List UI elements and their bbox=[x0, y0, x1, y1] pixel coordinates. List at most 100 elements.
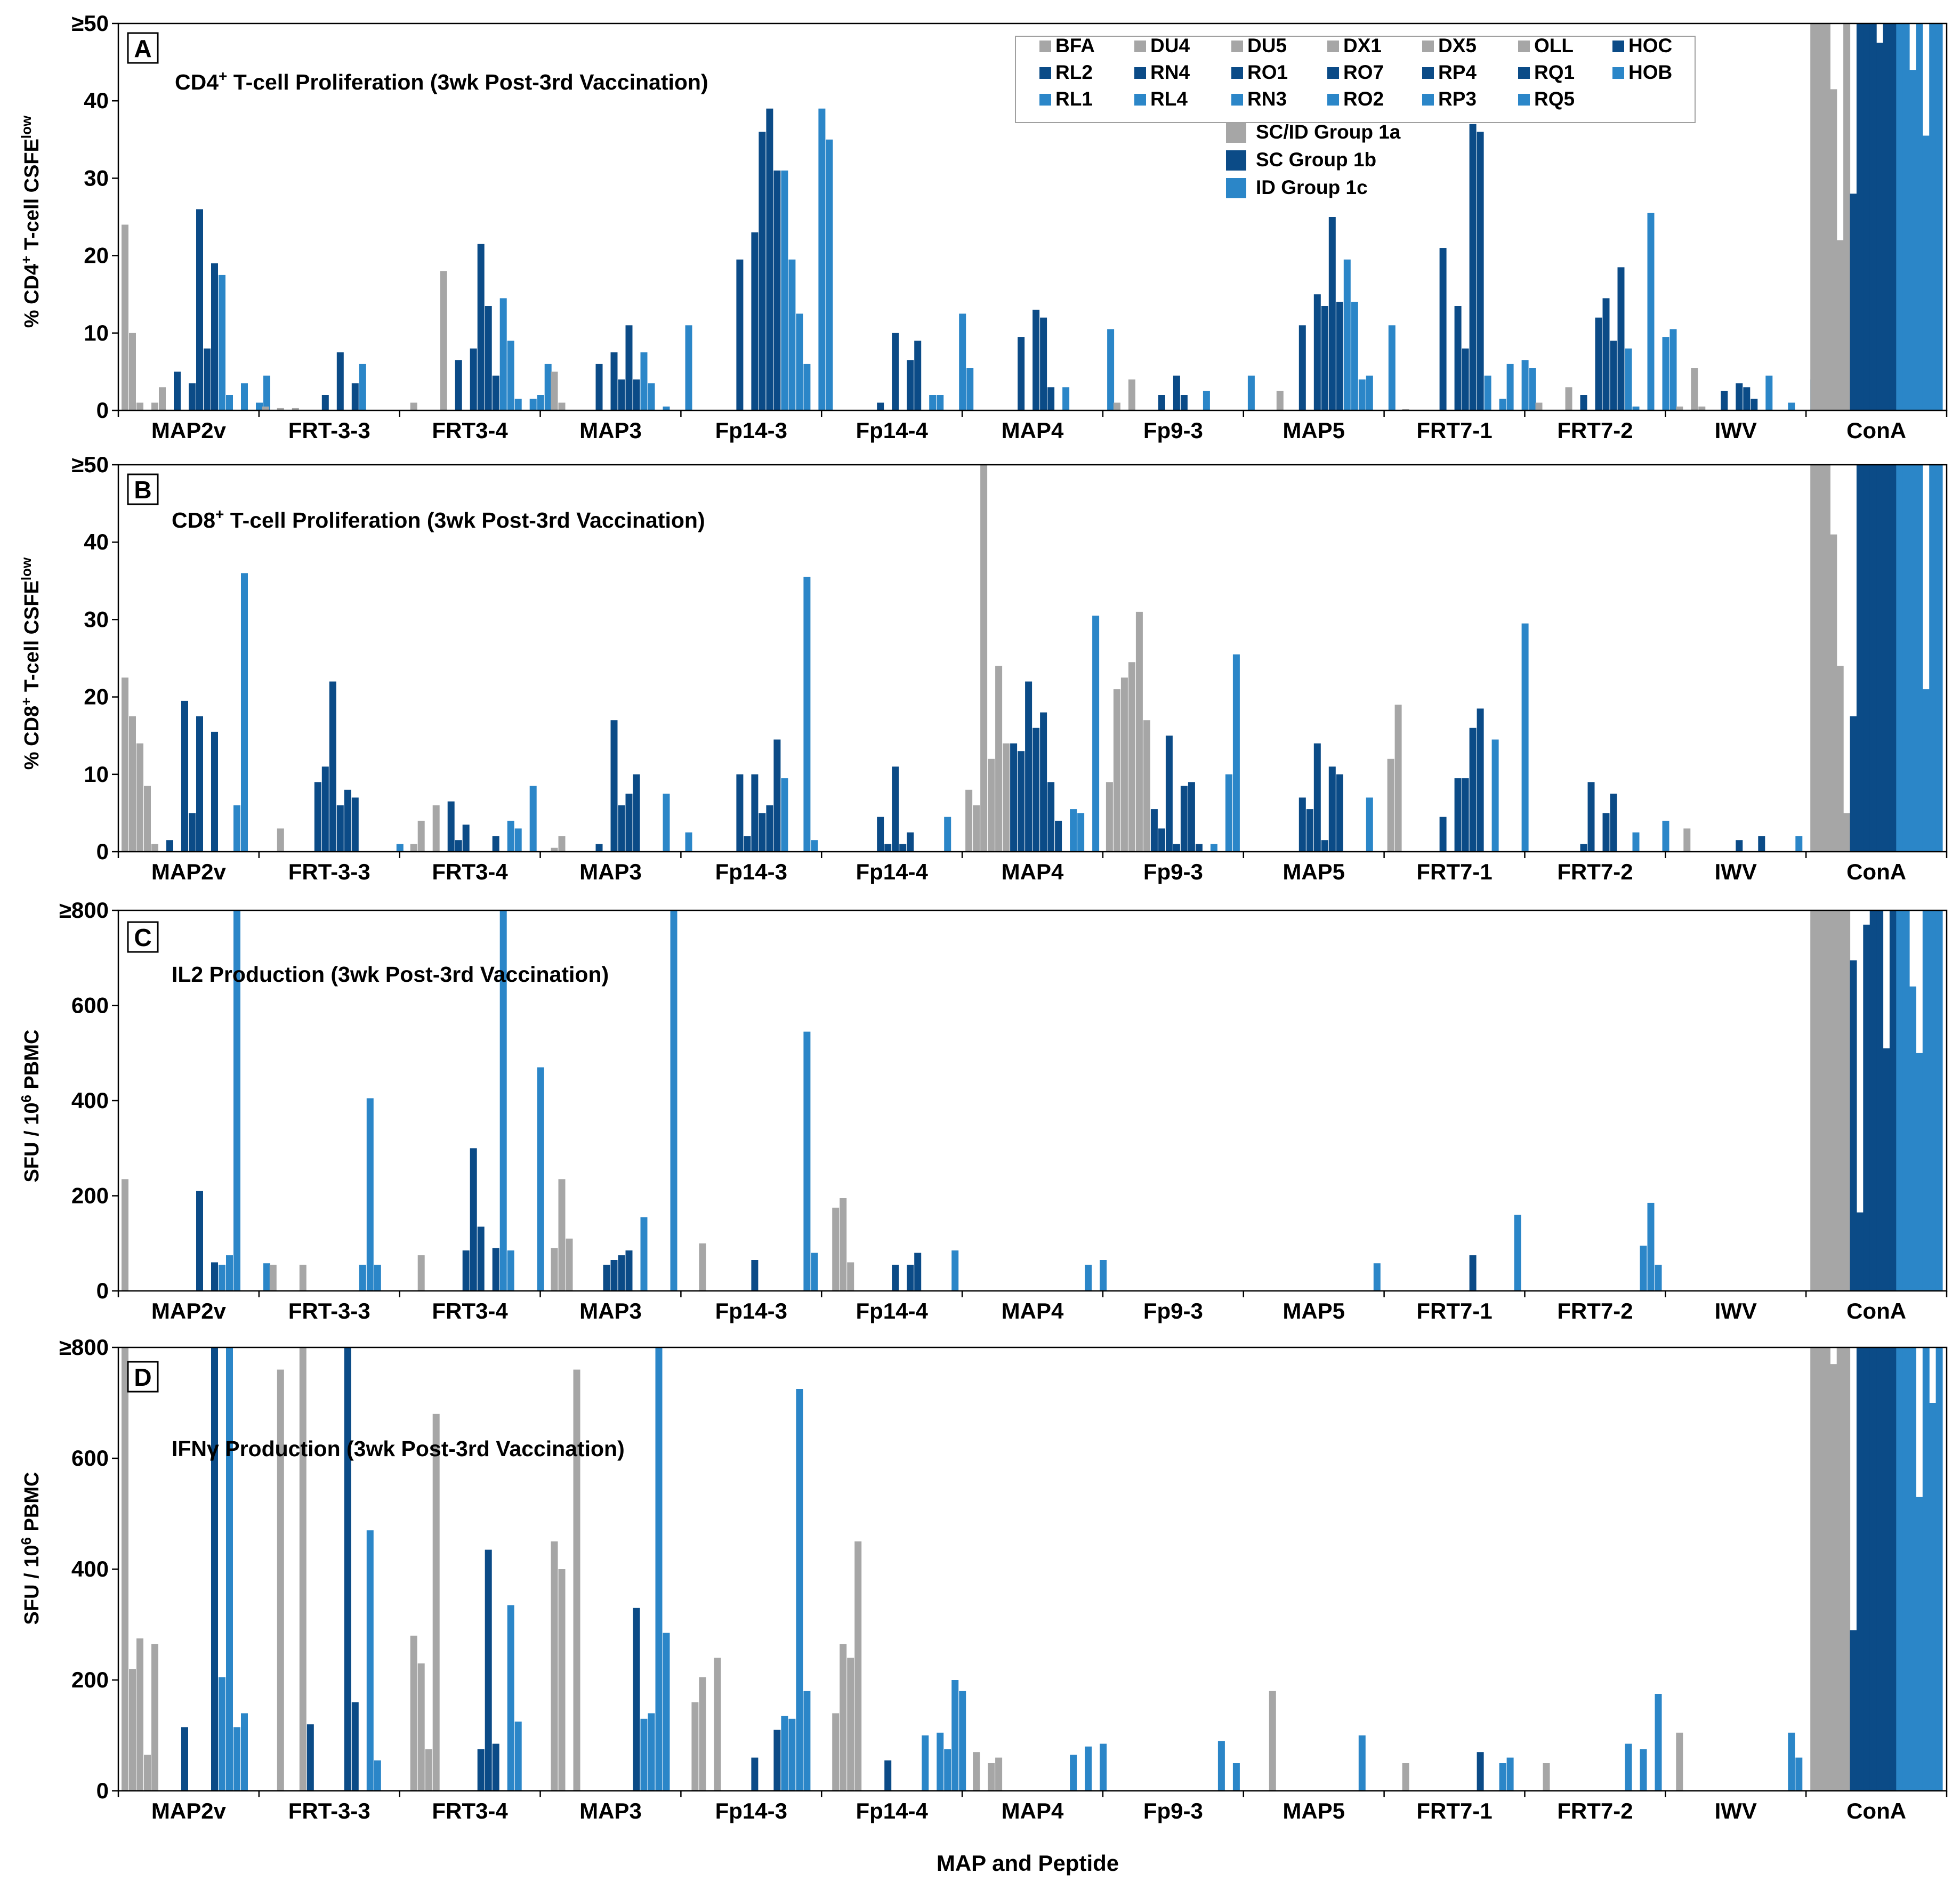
bar-frt3-4-du4 bbox=[410, 844, 417, 852]
bar-cona-dx5 bbox=[1836, 910, 1844, 1291]
bar-cona-hob bbox=[1896, 23, 1903, 410]
x-category-label: FRT7-2 bbox=[1557, 1298, 1633, 1323]
bar-map3-rq5 bbox=[685, 325, 692, 410]
bar-map4-du4 bbox=[973, 1752, 980, 1791]
bar-cona-rn4 bbox=[1863, 23, 1870, 410]
bar-frt3-4-du5 bbox=[417, 1255, 425, 1291]
bar-frt7-2-rl4 bbox=[1640, 1246, 1647, 1291]
bar-cona-hoc bbox=[1850, 193, 1857, 410]
panel-d-letter: D bbox=[134, 1363, 151, 1391]
x-category-label: IWV bbox=[1715, 1298, 1757, 1323]
bar-frt3-4-du5 bbox=[417, 820, 425, 852]
bar-cona-ro7 bbox=[1876, 910, 1884, 1291]
bar-iwv-ro2 bbox=[1795, 1757, 1803, 1791]
bar-cona-rq1 bbox=[1889, 23, 1897, 410]
bar-fp9-3-bfa bbox=[1106, 782, 1113, 852]
bar-fp14-3-du5 bbox=[699, 1677, 706, 1791]
y-tick-label: 400 bbox=[71, 1556, 109, 1581]
bar-fp14-3-rl4 bbox=[796, 1389, 803, 1791]
bar-frt7-1-rl1 bbox=[1491, 739, 1499, 852]
bar-map2v-rl4 bbox=[233, 805, 240, 852]
bar-cona-rq5 bbox=[1935, 465, 1943, 852]
panel-a-title: CD4+ T-cell Proliferation (3wk Post-3rd … bbox=[175, 68, 708, 94]
x-category-label: Fp14-4 bbox=[856, 418, 928, 443]
bar-frt7-2-rp3 bbox=[1662, 820, 1669, 852]
bar-map5-rq5 bbox=[1388, 325, 1396, 410]
bar-cona-rl4 bbox=[1909, 1347, 1916, 1791]
bar-frt-3-3-rn4 bbox=[321, 766, 329, 852]
bar-frt7-1-ro7 bbox=[1462, 348, 1469, 410]
bar-cona-rn4 bbox=[1863, 465, 1870, 852]
bar-map2v-rq5 bbox=[263, 375, 270, 410]
bar-fp9-3-hoc bbox=[1150, 809, 1158, 852]
panel-a-axes: 0 10 20 30 40 ≥50 MAP2v FRT-3-3 FRT3-4 MAP3 Fp14-3… bbox=[71, 11, 1948, 443]
bar-frt3-4-rn4 bbox=[462, 1250, 470, 1291]
x-category-label: MAP3 bbox=[579, 1298, 642, 1323]
bar-map4-rl1 bbox=[1070, 809, 1077, 852]
bar-cona-ro1 bbox=[1869, 465, 1877, 852]
bar-map4-rl1 bbox=[1070, 1755, 1077, 1791]
bar-map2v-rq1 bbox=[211, 1262, 218, 1291]
bar-map4-dx5 bbox=[995, 666, 1003, 852]
x-category-label: Fp9-3 bbox=[1143, 859, 1203, 884]
bar-map4-bfa bbox=[965, 789, 973, 852]
bar-map2v-dx5 bbox=[151, 844, 158, 852]
bar-iwv-ro2 bbox=[1795, 836, 1803, 852]
legend-label: RQ1 bbox=[1534, 61, 1575, 83]
bar-fp14-3-rl2 bbox=[736, 259, 744, 410]
bar-cona-bfa bbox=[1810, 465, 1818, 852]
bar-fp14-4-hob bbox=[922, 1735, 929, 1791]
legend-swatch bbox=[1518, 94, 1530, 106]
y-tick-label: 200 bbox=[71, 1183, 109, 1208]
y-tick-label: 0 bbox=[96, 839, 109, 864]
x-category-label: ConA bbox=[1846, 1798, 1906, 1823]
panel-b: 0 10 20 30 40 ≥50 MAP2v FRT-3-3 FRT3-4 MAP3 Fp14-3… bbox=[18, 452, 1948, 884]
bar-frt-3-3-rq1 bbox=[351, 383, 359, 410]
bar-iwv-ro1 bbox=[1736, 383, 1743, 410]
bar-map3-rp4 bbox=[625, 794, 633, 852]
bar-map4-hob bbox=[1062, 387, 1070, 410]
y-tick-label: ≥50 bbox=[71, 452, 109, 477]
bar-iwv-rq1 bbox=[1758, 836, 1765, 852]
legend-swatch bbox=[1422, 67, 1434, 79]
bar-fp14-3-ro2 bbox=[811, 1253, 818, 1291]
panel-c-letter-box bbox=[127, 921, 159, 953]
bar-frt-3-3-hoc bbox=[306, 1724, 314, 1791]
bar-map4-rq1 bbox=[1055, 820, 1062, 852]
legend-item-rl1: RL1 bbox=[1039, 88, 1093, 110]
bar-frt7-2-ro7 bbox=[1602, 813, 1610, 852]
bar-frt3-4-du5 bbox=[417, 1663, 425, 1791]
bar-cona-hoc bbox=[1850, 1630, 1857, 1791]
legend-swatch bbox=[1422, 41, 1434, 52]
bar-frt3-4-rl2 bbox=[455, 360, 462, 410]
bar-fp14-4-rl4 bbox=[937, 395, 944, 410]
bar-frt7-2-rn3 bbox=[1647, 1202, 1655, 1291]
bar-iwv-du5 bbox=[1683, 828, 1691, 852]
bar-cona-dx5 bbox=[1836, 666, 1844, 852]
bar-fp14-4-rn4 bbox=[884, 1760, 892, 1791]
bar-frt3-4-oll bbox=[440, 271, 447, 410]
bar-map5-rn4 bbox=[1306, 809, 1313, 852]
bar-map2v-rl1 bbox=[226, 1255, 233, 1291]
bar-cona-oll bbox=[1843, 813, 1851, 852]
y-tick-label: 0 bbox=[96, 398, 109, 423]
bar-frt3-4-rq1 bbox=[492, 836, 499, 852]
panel-c: 0 200 400 600 ≥800 MAP2v FRT-3-3 FRT3-4 MAP3 Fp14… bbox=[18, 898, 1948, 1323]
bar-map4-rq5 bbox=[1107, 329, 1115, 410]
legend-label: DX1 bbox=[1343, 35, 1382, 56]
bar-frt7-1-ro1 bbox=[1454, 778, 1462, 852]
bar-map2v-rn3 bbox=[241, 1713, 248, 1791]
bar-cona-rp4 bbox=[1883, 1048, 1890, 1291]
panel-d-title: IFNγ Production (3wk Post-3rd Vaccinatio… bbox=[172, 1436, 625, 1461]
bar-map3-ro1 bbox=[610, 1260, 618, 1291]
bar-frt3-4-rl4 bbox=[514, 828, 522, 852]
bar-fp14-4-rp4 bbox=[907, 360, 914, 410]
legend-item-rq1: RQ1 bbox=[1518, 61, 1575, 83]
panel-a-ylabel: % CD4+ T-cell CSFElow bbox=[18, 115, 43, 328]
bar-fp14-3-hob bbox=[781, 778, 788, 852]
legend-item-ro1: RO1 bbox=[1231, 61, 1288, 83]
bar-map3-rq1 bbox=[633, 774, 640, 852]
bar-fp14-3-ro1 bbox=[751, 1260, 759, 1291]
bar-map4-du4 bbox=[973, 805, 980, 852]
bar-map2v-rq1 bbox=[211, 731, 218, 852]
